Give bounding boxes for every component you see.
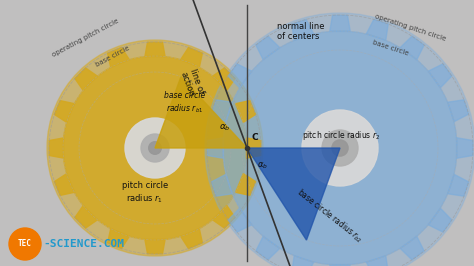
Polygon shape — [145, 42, 165, 57]
Polygon shape — [246, 138, 261, 158]
Polygon shape — [228, 208, 252, 232]
Text: pitch circle
radius $r_1$: pitch circle radius $r_1$ — [122, 181, 168, 205]
Circle shape — [149, 142, 161, 154]
Polygon shape — [236, 174, 255, 196]
Polygon shape — [330, 15, 350, 31]
Text: operating pitch circle: operating pitch circle — [51, 18, 119, 58]
Polygon shape — [247, 148, 340, 240]
Text: TEC: TEC — [18, 239, 32, 248]
Text: $\alpha_b$: $\alpha_b$ — [256, 161, 267, 171]
Text: -SCIENCE.COM: -SCIENCE.COM — [43, 239, 124, 249]
Polygon shape — [212, 206, 235, 228]
Text: base circle: base circle — [371, 39, 409, 57]
Text: base circle radius $r_{b2}$: base circle radius $r_{b2}$ — [294, 186, 366, 246]
Text: operating pitch circle: operating pitch circle — [374, 14, 447, 42]
Polygon shape — [330, 265, 350, 266]
Polygon shape — [447, 100, 469, 122]
Polygon shape — [256, 36, 280, 60]
Polygon shape — [108, 47, 129, 67]
Text: line of
action: line of action — [178, 67, 206, 99]
Polygon shape — [181, 228, 202, 248]
Polygon shape — [428, 64, 452, 88]
Polygon shape — [236, 101, 255, 122]
Polygon shape — [212, 68, 235, 90]
Circle shape — [322, 130, 358, 166]
Polygon shape — [181, 47, 202, 67]
Polygon shape — [75, 206, 98, 228]
Text: normal line
of centers: normal line of centers — [277, 22, 325, 41]
Polygon shape — [207, 138, 223, 158]
Polygon shape — [75, 68, 98, 90]
Polygon shape — [400, 36, 424, 60]
Circle shape — [223, 31, 457, 265]
Polygon shape — [400, 236, 424, 260]
Polygon shape — [428, 208, 452, 232]
Text: pitch circle radius $r_2$: pitch circle radius $r_2$ — [302, 130, 380, 143]
Polygon shape — [456, 138, 473, 158]
Circle shape — [141, 134, 169, 162]
Circle shape — [9, 228, 41, 260]
Polygon shape — [211, 174, 232, 196]
Polygon shape — [211, 100, 232, 122]
Circle shape — [302, 110, 378, 186]
Polygon shape — [55, 174, 74, 196]
Circle shape — [125, 118, 185, 178]
Text: $\alpha_b$: $\alpha_b$ — [219, 123, 231, 133]
Text: C: C — [252, 133, 259, 142]
Polygon shape — [292, 19, 314, 40]
Circle shape — [47, 40, 263, 256]
Polygon shape — [228, 64, 252, 88]
Text: base circle
radius $r_{b1}$: base circle radius $r_{b1}$ — [164, 91, 206, 115]
Polygon shape — [108, 228, 129, 248]
Polygon shape — [145, 239, 165, 254]
Polygon shape — [366, 19, 388, 40]
Polygon shape — [366, 256, 388, 266]
Circle shape — [332, 140, 348, 156]
Polygon shape — [49, 138, 64, 158]
Circle shape — [205, 13, 474, 266]
Circle shape — [63, 56, 247, 240]
Polygon shape — [292, 256, 314, 266]
Polygon shape — [55, 101, 74, 122]
Polygon shape — [155, 77, 247, 148]
Polygon shape — [447, 174, 469, 196]
Polygon shape — [256, 236, 280, 260]
Text: base circle: base circle — [95, 44, 131, 68]
